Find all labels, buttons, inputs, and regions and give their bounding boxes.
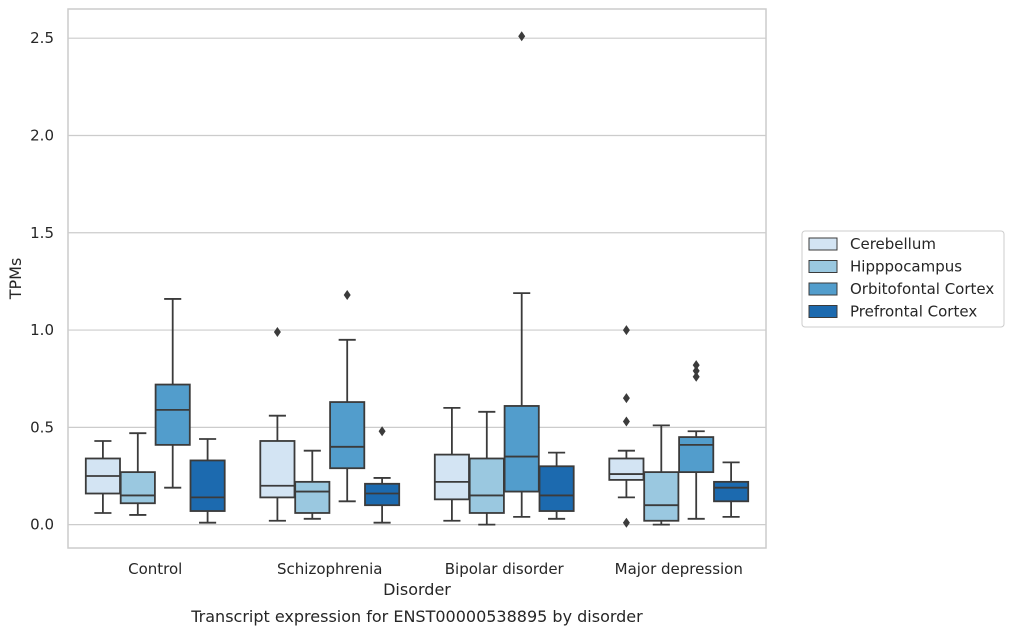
outlier-point — [273, 327, 281, 338]
legend-swatch — [808, 305, 838, 318]
y-tick-label: 1.0 — [30, 321, 54, 339]
legend: Cerebellum Hipppocampus Orbitofontal Corte… — [801, 230, 1005, 328]
outlier-point — [378, 426, 386, 437]
y-axis-label: TPMs — [6, 258, 25, 301]
outlier-point — [343, 290, 351, 301]
legend-swatch — [808, 282, 838, 296]
box-3-3 — [713, 461, 750, 518]
y-tick-label: 1.5 — [30, 224, 54, 242]
legend-entry: Prefrontal Cortex — [850, 303, 977, 321]
box-1-3 — [364, 426, 401, 524]
legend-entry: Cerebellum — [850, 235, 936, 253]
y-tick-label: 2.0 — [30, 126, 54, 144]
box-body — [259, 440, 296, 499]
box-body — [468, 457, 505, 514]
box-body — [364, 482, 401, 507]
box-body — [538, 465, 575, 512]
x-tick-labels: Control Schizophrenia Bipolar disorder Majo… — [128, 560, 743, 578]
box-2-0 — [433, 406, 470, 522]
chart-caption: Transcript expression for ENST0000053889… — [190, 607, 643, 626]
outlier-point — [622, 416, 630, 427]
box-body — [503, 405, 540, 493]
box-body — [329, 401, 366, 470]
x-tick-label: Schizophrenia — [277, 560, 382, 578]
box-0-0 — [84, 440, 121, 514]
x-tick-label: Major depression — [615, 560, 743, 578]
box-0-1 — [119, 432, 156, 516]
y-tick-labels: 0.0 0.5 1.0 1.5 2.0 2.5 — [30, 29, 54, 533]
box-1-1 — [294, 449, 331, 520]
y-tick-label: 0.0 — [30, 516, 54, 534]
y-tick-label: 0.5 — [30, 418, 54, 436]
box-3-0 — [608, 325, 645, 528]
box-body — [189, 459, 226, 512]
outlier-point — [622, 517, 630, 528]
box-body — [643, 471, 680, 522]
outlier-point — [692, 371, 700, 382]
outlier-point — [518, 31, 526, 42]
outlier-point — [622, 393, 630, 404]
outlier-point — [692, 360, 700, 371]
legend-entry: Hipppocampus — [850, 258, 962, 276]
x-tick-label: Bipolar disorder — [445, 560, 565, 578]
box-1-2 — [329, 290, 366, 503]
box-1-0 — [259, 327, 296, 522]
box-body — [294, 480, 331, 514]
box-2-2 — [503, 31, 540, 518]
box-body — [678, 436, 715, 474]
plot-frame — [67, 8, 767, 549]
box-0-2 — [154, 298, 191, 489]
boxes-layer — [84, 31, 750, 528]
x-axis-label: Disorder — [383, 580, 451, 599]
outlier-point — [622, 325, 630, 336]
y-tick-label: 2.5 — [30, 29, 54, 47]
box-2-3 — [538, 451, 575, 520]
box-body — [119, 471, 156, 505]
legend-swatch — [808, 237, 838, 251]
box-body — [154, 383, 191, 446]
outlier-point — [692, 365, 700, 376]
box-3-2 — [678, 360, 715, 520]
box-body — [713, 480, 750, 503]
legend-frame — [801, 230, 1005, 328]
box-2-1 — [468, 410, 505, 526]
legend-entry: Orbitofontal Cortex — [850, 280, 994, 298]
legend-swatch — [808, 260, 838, 273]
x-tick-label: Control — [128, 560, 182, 578]
box-3-1 — [643, 424, 680, 526]
box-0-3 — [189, 438, 226, 524]
box-body — [608, 457, 645, 481]
box-body — [433, 453, 470, 501]
